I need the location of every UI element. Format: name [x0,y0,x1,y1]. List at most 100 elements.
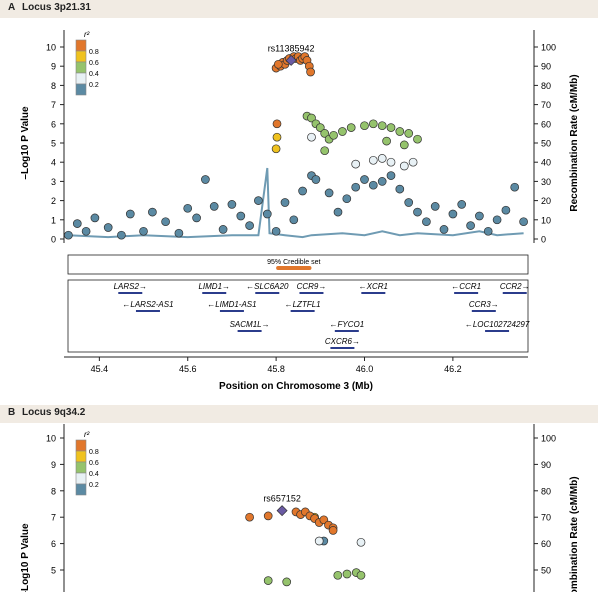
panel-b-y2-axis-label: Recombination Rate (cM/Mb) [569,476,580,592]
panel-a-snp-point [430,202,440,211]
panel-a-y2-axis-label: Recombination Rate (cM/Mb) [569,74,580,211]
panel-a-snp-point [346,123,356,132]
gene-model [330,347,355,349]
panel-a-snp-point [272,119,282,129]
panel-a-header: A Locus 3p21.31 [0,0,598,18]
panel-a-snp-point [448,209,458,219]
panel-a-x-axis-label: Position on Chromosome 3 (Mb) [219,381,373,392]
panel-a-gene-track [67,279,529,353]
panel-b-legend-swatch [75,450,87,463]
gene-model [135,310,160,312]
panel-b-legend-label: 0.4 [89,471,99,478]
panel-b-y2-tick-label: 70 [541,513,551,523]
panel-a-snp-point [320,146,330,156]
panel-a-legend-swatch [75,72,87,85]
gene-label: SACM1L→ [230,320,270,329]
panel-a-snp-point [271,226,281,236]
panel-b-y2-tick-label: 60 [541,539,551,549]
panel-a-y2-tick-label: 60 [541,119,551,129]
panel-a-y2-tick-label: 50 [541,139,551,149]
panel-a-snp-point [64,230,73,240]
panel-a-y-tick-label: 5 [51,139,56,149]
gene-label: CCR9→ [297,282,327,291]
panel-a-snp-point [439,225,449,234]
panel-a-snp-point [399,161,409,171]
panel-a-lead-snp-label: rs11385942 [268,43,315,53]
panel-a-snp-point [422,217,431,227]
panel-a-y2-tick-label: 0 [541,235,546,245]
panel-a-legend-swatch [75,83,87,96]
panel-b-snp-point [263,576,273,585]
panel-a-snp-point [395,127,405,136]
panel-a-legend-label: 0.4 [89,71,99,78]
panel-a-credible-set-bar [276,266,312,270]
panel-a-legend-label: 0.6 [89,60,99,67]
panel-a-x-tick-label: 45.8 [267,364,285,374]
panel-a-x-tick-label: 45.6 [179,364,197,374]
panel-b-y-tick-label: 6 [51,539,56,549]
panel-a-snp-point [254,196,263,205]
panel-b-snp-point [263,511,273,521]
panel-b-snp-point [328,526,338,535]
panel-a-snp-point [351,182,361,192]
panel-a-snp-point [272,132,282,142]
panel-a-y2-tick-label: 10 [541,215,551,225]
panel-b-header: B Locus 9q34.2 [0,405,598,423]
panel-a-snp-point [218,225,228,234]
panel-a-snp-point [368,119,378,129]
gene-label: ←LARS2-AS1 [122,300,173,309]
panel-a-snp-point [311,175,321,184]
panel-a-y-tick-label: 9 [51,62,56,72]
gene-label: CCR2→ [500,282,530,291]
panel-a-snp-point [492,215,502,225]
panel-a-snp-point [399,140,409,150]
panel-b-snp-point [245,512,254,522]
panel-a-letter: A [8,2,16,13]
panel-a-snp-point [338,127,347,136]
panel-b-snp-point [333,570,343,580]
panel-a-snp-point [501,205,511,215]
panel-b-lead-snp-label: rs657152 [263,494,301,504]
panel-a-snp-point [117,230,126,240]
panel-a-x-tick-label: 46.0 [356,364,374,374]
panel-a-recombination-line [68,167,524,239]
panel-a-y2-tick-label: 40 [541,158,551,168]
panel-a-snp-point [320,129,330,138]
panel-a-snp-point [404,198,414,207]
panel-a-y-axis-label: –Log10 P Value [20,106,31,180]
panel-b-y-tick-label: 9 [51,460,56,470]
panel-b-y2-tick-label: 80 [541,486,551,496]
panel-b-legend-title: r² [84,430,90,439]
panel-b-y-tick-label: 10 [46,434,56,444]
panel-a-y-tick-label: 0 [51,235,56,245]
panel-a-snp-point [306,67,315,77]
panel-a-snp-point [227,200,237,209]
panel-a-snp-point [408,157,418,167]
panel-a-snp-point [273,59,283,69]
panel-a-y2-tick-label: 20 [541,196,551,206]
panel-a-snp-point [298,186,307,196]
panel-a-snp-point [262,209,272,219]
panel-b-legend-swatch [75,439,87,452]
gene-model [485,330,510,332]
panel-a-snp-point [351,159,361,169]
panel-a-snp-point [333,207,343,217]
panel-a-snp-point [360,175,369,184]
gene-model [290,310,315,312]
panel-a-snp-point [236,211,246,221]
panel-a-y2-tick-label: 30 [541,177,551,187]
gene-label: ←XCR1 [359,282,388,291]
panel-a-y-tick-label: 8 [51,81,56,91]
gene-model [502,292,527,294]
gene-model [237,330,262,332]
panel-a-snp-point [386,123,396,132]
panel-a-snp-point [148,207,157,217]
panel-b-letter: B [8,407,16,418]
panel-b-y2-tick-label: 50 [541,566,551,576]
panel-a-snp-point [280,198,290,207]
panel-a-legend-swatch [75,50,87,63]
panel-a-snp-point [307,113,316,123]
panel-b-legend-swatch [75,472,87,485]
panel-b-snp-point [282,577,292,587]
